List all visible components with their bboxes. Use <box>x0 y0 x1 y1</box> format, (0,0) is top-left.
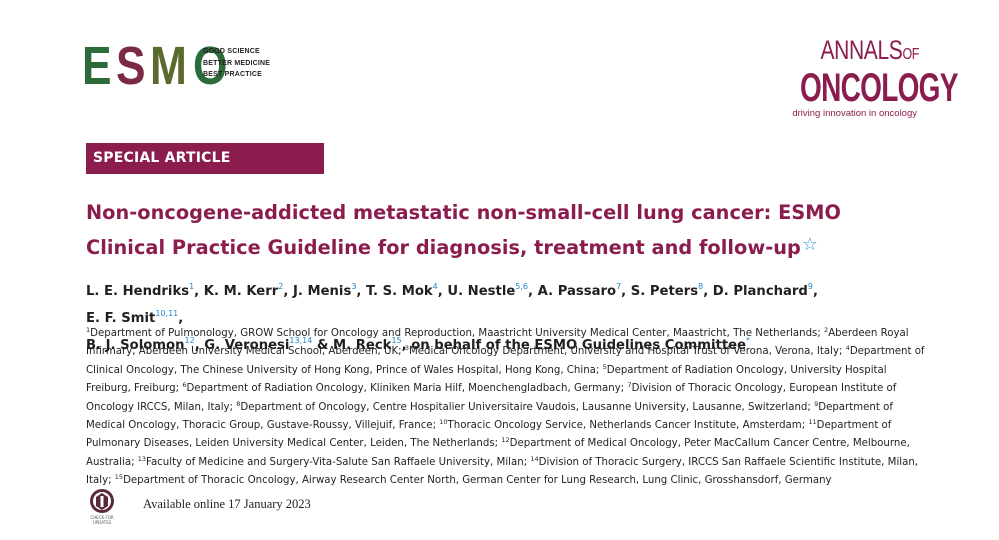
affiliation-ref-link[interactable]: 1 <box>189 282 195 291</box>
affiliation-number: 1 <box>86 326 91 334</box>
affiliation-number: 14 <box>530 454 539 463</box>
crossmark-icon <box>90 489 114 513</box>
affiliation-text: Department of Radiation Oncology, Univer… <box>86 364 887 395</box>
affiliation-ref-link[interactable]: 8 <box>698 282 704 291</box>
affiliation-text: Aberdeen Royal Infirmary, Aberdeen Unive… <box>86 328 909 358</box>
affiliation-number: 5 <box>602 362 607 371</box>
esmo-letter: E <box>82 36 112 96</box>
special-article-banner: SPECIAL ARTICLE <box>86 143 324 174</box>
author-name-text: A. Passaro <box>537 284 617 299</box>
annals-logo-tagline: driving innovation in oncology <box>792 108 917 119</box>
affiliation-number: 2 <box>824 326 829 334</box>
author-name-text: T. S. Mok <box>366 284 433 299</box>
author-name-text: B. J. Solomon <box>86 338 185 353</box>
affiliation-ref-link[interactable]: 10,11 <box>155 309 179 318</box>
author-name: D. Planchard9 <box>712 282 813 299</box>
affiliation-text: Division of Thoracic Oncology, European … <box>86 383 897 413</box>
affiliation-ref-link[interactable]: 2 <box>278 282 284 291</box>
esmo-letter: O <box>193 36 227 96</box>
author-name: U. Nestle5,6 <box>447 282 529 299</box>
affiliation-ref-link[interactable]: 13,14 <box>289 336 313 345</box>
affiliation-text: Faculty of Medicine and Surgery-Vita-Sal… <box>146 456 531 468</box>
affiliation-ref-link[interactable]: 12 <box>184 336 195 345</box>
article-title-line2-wrap: Clinical Practice Guideline for diagnosi… <box>86 229 886 264</box>
author-name: E. F. Smit10,11 <box>86 309 179 326</box>
affiliation-number: 8 <box>236 399 241 408</box>
esmo-tagline-line: GOOD SCIENCE <box>203 48 260 55</box>
esmo-tagline-line: BETTER MEDICINE <box>203 59 271 67</box>
author-name-text: J. Menis <box>292 284 352 299</box>
affiliation-ref-link[interactable]: 5,6 <box>515 282 529 291</box>
affiliation-text: Division of Thoracic Surgery, IRCCS San … <box>86 456 919 487</box>
affiliation-text: Department of Pulmonary Diseases, Leiden… <box>86 420 892 450</box>
article-title-line: Non-oncogene-addicted metastatic non-sma… <box>86 201 841 224</box>
affiliation-number: 12 <box>501 436 510 445</box>
affiliation-number: 11 <box>808 418 817 427</box>
affiliations: 1Department of Pulmonology, GROW School … <box>86 323 931 489</box>
affiliation-ref-link[interactable]: 4 <box>432 282 438 291</box>
author-name: K. M. Kerr2 <box>203 282 284 299</box>
available-online-date: Available online 17 January 2023 <box>143 497 311 511</box>
authors-suffix: on behalf of the ESMO Guidelines Committ… <box>411 338 747 353</box>
affiliation-text: Department of Radiation Oncology, Klinik… <box>186 383 628 395</box>
affiliation-ref-link[interactable]: 15 <box>391 336 402 345</box>
affiliation-text: Medical Oncology Department, University … <box>408 346 846 358</box>
author-name: S. Peters8 <box>630 282 704 299</box>
author-name: A. Passaro7 <box>537 282 622 299</box>
author-name: J. Menis3 <box>292 282 357 299</box>
affiliation-number: 15 <box>114 473 124 482</box>
author-name-text: S. Peters <box>630 284 699 299</box>
author-list: L. E. Hendriks1, K. M. Kerr2, J. Menis3,… <box>86 282 818 353</box>
esmo-logo: E S M O GOOD SCIENCE BETTER MEDICINE BES… <box>82 36 282 96</box>
annals-logo-line1: ANNALSOF <box>820 35 920 65</box>
esmo-tagline-line: BEST PRACTICE <box>203 71 262 78</box>
affiliation-number: 10 <box>439 418 448 427</box>
affiliation-text: Department of Thoracic Oncology, Airway … <box>123 475 832 487</box>
author-name: T. S. Mok4 <box>366 282 438 299</box>
author-name: B. J. Solomon12 <box>86 336 195 353</box>
affiliation-number: 6 <box>182 381 187 390</box>
esmo-letter: M <box>150 36 187 96</box>
author-name-text: E. F. Smit <box>86 311 156 326</box>
author-name-text: U. Nestle <box>447 284 516 299</box>
annals-logo-line2: ONCOLOGY <box>800 66 958 110</box>
affiliation-text: Department of Clinical Oncology, The Chi… <box>86 346 925 376</box>
author-name-text: G. Veronesi <box>204 338 290 353</box>
affiliation-text: Department of Medical Oncology, Peter Ma… <box>86 438 910 468</box>
affiliation-text: Department of Medical Oncology, Thoracic… <box>86 401 893 432</box>
author-name-text: D. Planchard <box>712 284 808 299</box>
affiliation-ref-link[interactable]: 9 <box>807 282 813 291</box>
affiliation-ref-link[interactable]: 3 <box>351 282 357 291</box>
author-name: L. E. Hendriks1 <box>86 282 195 299</box>
check-for-updates-badge[interactable]: CHECK FOR UPDATES <box>87 487 117 527</box>
author-name-text: L. E. Hendriks <box>86 284 190 299</box>
corresponding-ref-link[interactable]: * <box>746 336 751 345</box>
affiliation-text: Thoracic Oncology Service, Netherlands C… <box>447 420 809 432</box>
affiliation-number: 3 <box>404 344 409 353</box>
affiliation-ref-link[interactable]: 7 <box>616 282 622 291</box>
author-name: M. Reck15 <box>333 336 402 353</box>
affiliation-number: 13 <box>137 454 147 463</box>
esmo-tagline: GOOD SCIENCE BETTER MEDICINE BEST PRACTI… <box>203 46 270 81</box>
affiliation-text: Department of Pulmonology, GROW School f… <box>90 328 825 339</box>
author-name: G. Veronesi13,14 <box>204 336 313 353</box>
esmo-letter: S <box>116 36 146 96</box>
article-title-line: Clinical Practice Guideline for diagnosi… <box>86 236 801 259</box>
special-article-label: SPECIAL ARTICLE <box>93 150 231 166</box>
affiliation-text: Department of Oncology, Centre Hospitali… <box>240 401 815 413</box>
article-title: Non-oncogene-addicted metastatic non-sma… <box>86 197 886 264</box>
affiliation-number: 4 <box>845 344 850 353</box>
author-name-text: K. M. Kerr <box>203 284 279 299</box>
affiliation-number: 9 <box>814 399 819 408</box>
star-footnote-icon[interactable]: ☆ <box>801 234 819 255</box>
affiliation-number: 7 <box>627 381 632 390</box>
author-name-text: M. Reck <box>333 338 392 353</box>
annals-of-oncology-logo: ANNALSOF ONCOLOGY driving innovation in … <box>749 35 958 119</box>
check-for-updates-label: CHECK FOR UPDATES <box>90 515 114 525</box>
